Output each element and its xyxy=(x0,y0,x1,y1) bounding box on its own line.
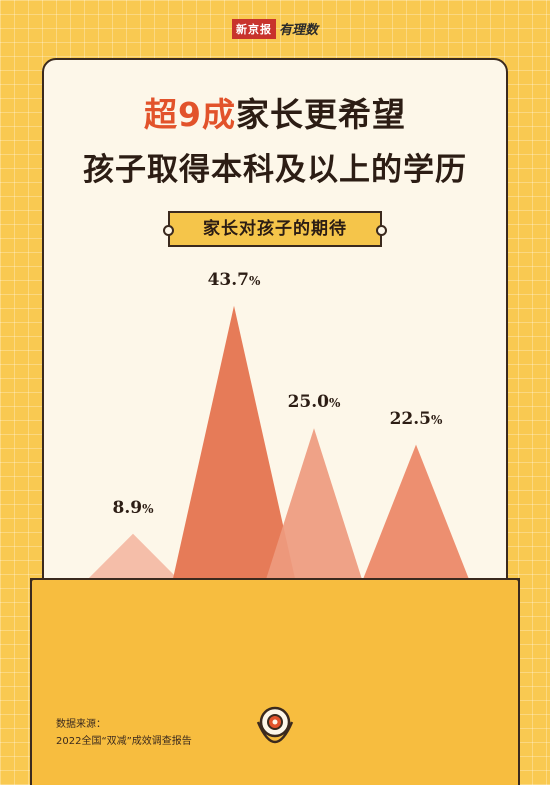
value-label-2: 43.7% xyxy=(207,269,261,290)
title-rest: 家长更希望 xyxy=(235,95,406,134)
value-label-4: 22.5% xyxy=(389,408,443,429)
brand-logo: 新京报 有理数 xyxy=(0,18,550,39)
source-label: 数据来源： xyxy=(56,719,106,730)
value-label-3: 25.0% xyxy=(287,392,341,413)
brand-sub: 有理数 xyxy=(278,23,318,38)
envelope-pocket xyxy=(30,578,520,785)
page-title-line2: 孩子取得本科及以上的学历 xyxy=(83,152,467,188)
chart-mark-1 xyxy=(75,533,191,592)
title-highlight: 超9成 xyxy=(144,95,236,134)
chart-mark-2 xyxy=(170,305,298,592)
chart-mark-3 xyxy=(262,428,366,592)
chart-mark-4 xyxy=(358,444,474,592)
data-source: 数据来源： 2022全国“双减”成效调查报告 xyxy=(56,716,192,750)
value-label-1: 8.9% xyxy=(112,497,154,518)
envelope-seal-icon xyxy=(256,706,294,744)
chart-subtitle: 家长对孩子的期待 xyxy=(163,211,387,247)
chart xyxy=(75,305,474,592)
source-text: 2022全国“双减”成效调查报告 xyxy=(56,736,192,747)
brand-name: 新京报 xyxy=(231,18,276,39)
page-title-line1: 超9成家长更希望 xyxy=(0,88,550,136)
